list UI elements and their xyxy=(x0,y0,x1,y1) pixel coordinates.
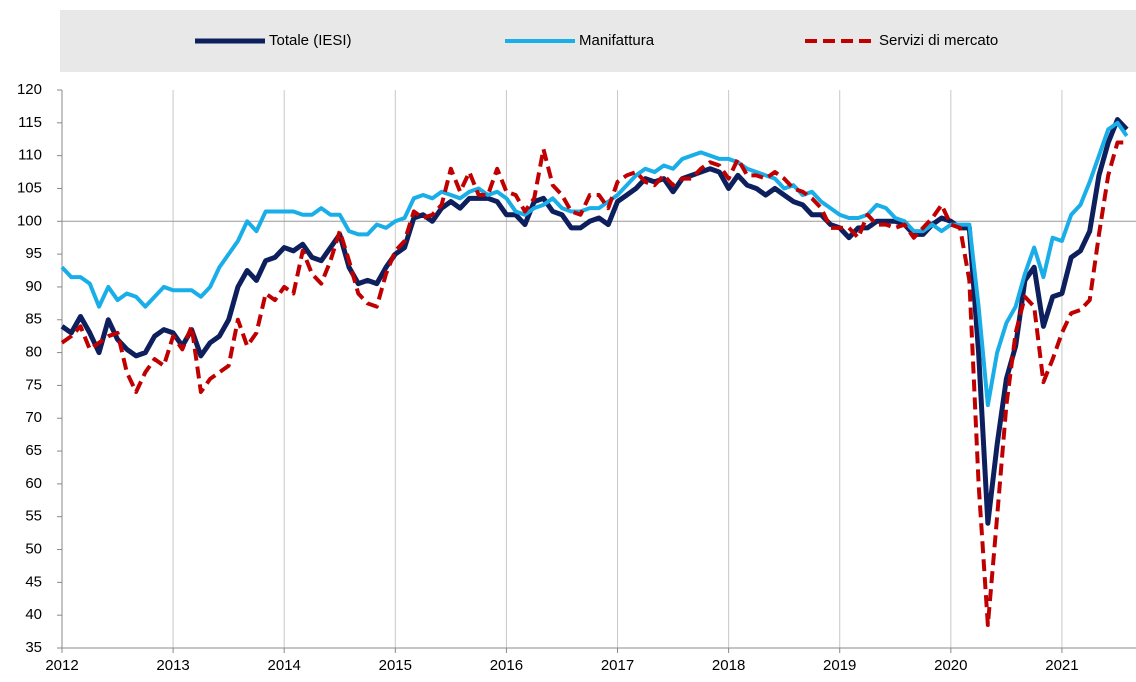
x-tick-label: 2017 xyxy=(601,657,634,674)
y-tick-label: 45 xyxy=(25,573,42,590)
y-tick-label: 90 xyxy=(25,278,42,295)
series-line xyxy=(60,117,1129,526)
y-tick-label: 35 xyxy=(25,639,42,656)
y-tick-label: 85 xyxy=(25,311,42,328)
x-tick-label: 2014 xyxy=(268,657,301,674)
y-tick-label: 80 xyxy=(25,344,42,361)
y-tick-label: 40 xyxy=(25,606,42,623)
y-tick-label: 70 xyxy=(25,409,42,426)
x-tick-label: 2015 xyxy=(379,657,412,674)
legend-label: Servizi di mercato xyxy=(879,32,998,49)
x-tick-label: 2020 xyxy=(934,657,967,674)
legend-label: Totale (IESI) xyxy=(269,32,352,49)
y-tick-label: 115 xyxy=(18,114,42,131)
y-tick-label: 95 xyxy=(25,245,42,262)
y-tick-label: 50 xyxy=(25,540,42,557)
y-tick-label: 65 xyxy=(25,442,42,459)
y-tick-label: 120 xyxy=(17,81,42,98)
x-tick-label: 2019 xyxy=(823,657,856,674)
x-tick-label: 2012 xyxy=(45,657,78,674)
x-tick-label: 2018 xyxy=(712,657,745,674)
y-tick-label: 105 xyxy=(17,179,42,196)
y-tick-label: 75 xyxy=(25,376,42,393)
x-tick-label: 2013 xyxy=(156,657,189,674)
y-tick-label: 110 xyxy=(18,147,42,164)
series-line xyxy=(60,140,1127,628)
x-tick-label: 2021 xyxy=(1045,657,1078,674)
series-line xyxy=(60,120,1129,408)
y-tick-label: 55 xyxy=(25,508,42,525)
y-tick-label: 100 xyxy=(17,212,42,229)
y-tick-label: 60 xyxy=(25,475,42,492)
x-tick-label: 2016 xyxy=(490,657,523,674)
legend-label: Manifattura xyxy=(579,32,655,49)
